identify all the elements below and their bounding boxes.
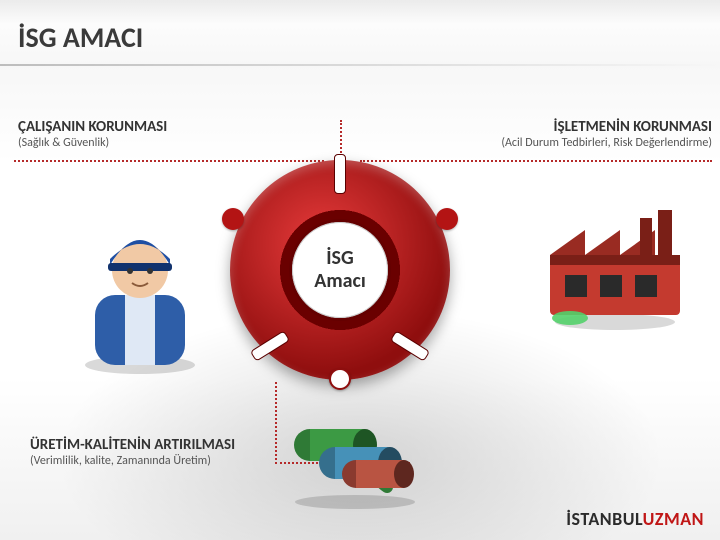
connector-bottom-vertical [275,382,277,464]
section-top-right-subtitle: (Acil Durum Tedbirleri, Risk Değerlendir… [501,136,712,150]
factory-icon [540,200,690,330]
pipes-icon [280,410,430,510]
section-bottom-title: ÜRETİM-KALİTENİN ARTIRILMASI [30,436,235,454]
page-title: İSG AMACI [18,20,143,55]
ring-tab-left [222,208,244,230]
center-label: İSG Amacı [314,247,366,293]
section-top-left-subtitle: (Sağlık & Güvenlik) [18,136,167,150]
section-top-left: ÇALIŞANIN KORUNMASI (Sağlık & Güvenlik) [18,118,167,150]
section-top-left-title: ÇALIŞANIN KORUNMASI [18,118,167,136]
title-underline [0,64,720,66]
center-label-line2: Amacı [314,269,366,293]
footer-part2: UZMAN [643,508,704,530]
section-bottom-subtitle: (Verimlilik, kalite, Zamanında Üretim) [30,454,235,468]
ring-tab-bottom [329,368,351,390]
ring-tab-right [436,208,458,230]
ring-slot-top [334,154,346,194]
section-bottom: ÜRETİM-KALİTENİN ARTIRILMASI (Verimlilik… [30,436,235,468]
center-ring: İSG Amacı [230,160,450,380]
section-top-right-title: İŞLETMENİN KORUNMASI [501,118,712,136]
center-label-line1: İSG [326,246,354,270]
worker-icon [70,215,210,375]
footer-part1: İSTANBUL [566,508,642,530]
footer-brand: İSTANBULUZMAN [566,508,704,530]
section-top-right: İŞLETMENİN KORUNMASI (Acil Durum Tedbirl… [501,118,712,150]
